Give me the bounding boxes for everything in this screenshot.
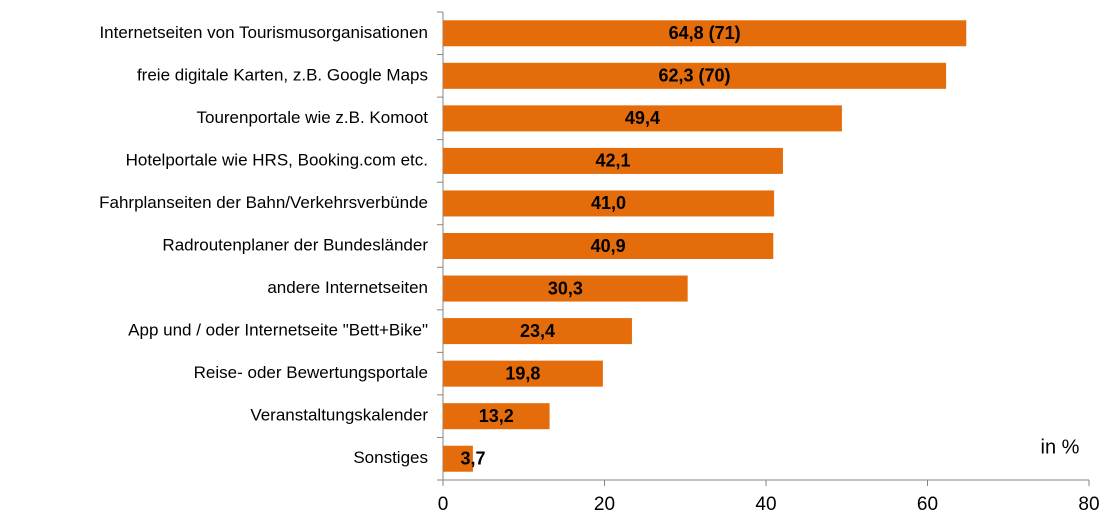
- bar: [443, 20, 967, 47]
- y-tick-label: andere Internetseiten: [267, 278, 428, 297]
- value-label: 19,8: [505, 363, 540, 383]
- y-tick-label: Fahrplanseiten der Bahn/Verkehrsverbünde: [99, 193, 428, 212]
- bar: [443, 275, 688, 302]
- value-label: 3,7: [460, 448, 485, 468]
- unit-annotation: in %: [1041, 436, 1080, 458]
- value-label: 13,2: [479, 406, 514, 426]
- x-tick-label: 60: [917, 494, 938, 515]
- bar: [443, 62, 947, 89]
- value-label: 23,4: [520, 321, 555, 341]
- y-tick-label: Radroutenplaner der Bundesländer: [162, 235, 428, 254]
- y-tick-label: Tourenportale wie z.B. Komoot: [196, 108, 428, 127]
- value-label: 30,3: [548, 278, 583, 298]
- bar: [443, 445, 473, 472]
- y-tick-label: freie digitale Karten, z.B. Google Maps: [137, 65, 428, 84]
- x-tick-label: 40: [755, 494, 776, 515]
- value-label: 41,0: [591, 193, 626, 213]
- value-label: 49,4: [625, 108, 660, 128]
- value-label: 64,8 (71): [669, 23, 741, 43]
- y-tick-label: Reise- oder Bewertungsportale: [194, 363, 428, 382]
- y-tick-label: App und / oder Internetseite "Bett+Bike": [128, 321, 428, 340]
- x-tick-label: 80: [1078, 494, 1099, 515]
- y-tick-label: Veranstaltungskalender: [250, 406, 428, 425]
- bar: [443, 190, 775, 217]
- bar: [443, 403, 550, 430]
- value-label: 42,1: [595, 151, 630, 171]
- x-tick-label: 0: [438, 494, 449, 515]
- value-label: 40,9: [591, 236, 626, 256]
- y-tick-label: Sonstiges: [353, 448, 428, 467]
- y-tick-label: Hotelportale wie HRS, Booking.com etc.: [126, 150, 428, 169]
- y-tick-label: Internetseiten von Tourismusorganisation…: [99, 23, 428, 42]
- bar: [443, 233, 774, 259]
- bar: [443, 360, 603, 387]
- bar: [443, 318, 632, 345]
- bar: [443, 105, 842, 132]
- bar: [443, 147, 783, 174]
- x-tick-label: 20: [594, 494, 615, 515]
- value-label: 62,3 (70): [659, 66, 731, 86]
